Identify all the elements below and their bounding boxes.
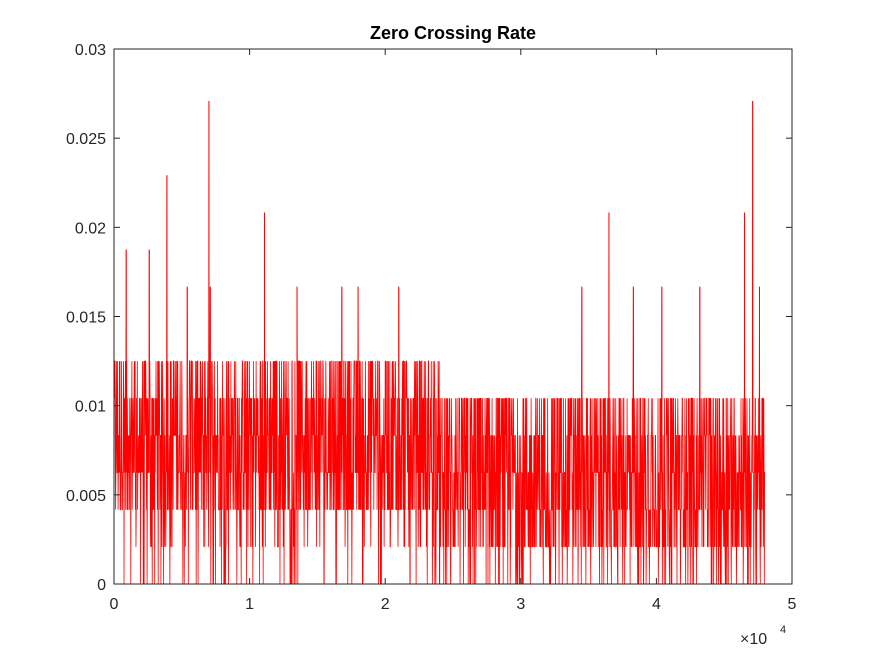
axes-layer: 0 1 2 3 4 5 0 0.005 0.01 0.015 0.02 0.025 0.03 <box>66 42 797 613</box>
y-tick-label: 0.015 <box>66 310 106 327</box>
y-tick-label: 0.02 <box>75 220 106 237</box>
x-tick-label: 3 <box>516 596 525 613</box>
x-tick-label: 0 <box>110 596 119 613</box>
y-tick-label: 0 <box>97 577 106 594</box>
x-exponent-power: 4 <box>780 624 786 636</box>
x-tick-label: 1 <box>245 596 254 613</box>
x-exponent-base: ×10 <box>740 631 767 648</box>
series-layer <box>113 101 766 585</box>
x-tick-label: 5 <box>788 596 797 613</box>
y-tick-label: 0.01 <box>75 399 106 416</box>
x-exponent: ×10 4 <box>740 624 786 648</box>
x-tick-label: 2 <box>381 596 390 613</box>
x-tick-label: 4 <box>652 596 661 613</box>
chart-title: Zero Crossing Rate <box>370 23 536 43</box>
y-tick-label: 0.025 <box>66 131 106 148</box>
y-tick-label: 0.03 <box>75 42 106 59</box>
y-tick-label: 0.005 <box>66 488 106 505</box>
